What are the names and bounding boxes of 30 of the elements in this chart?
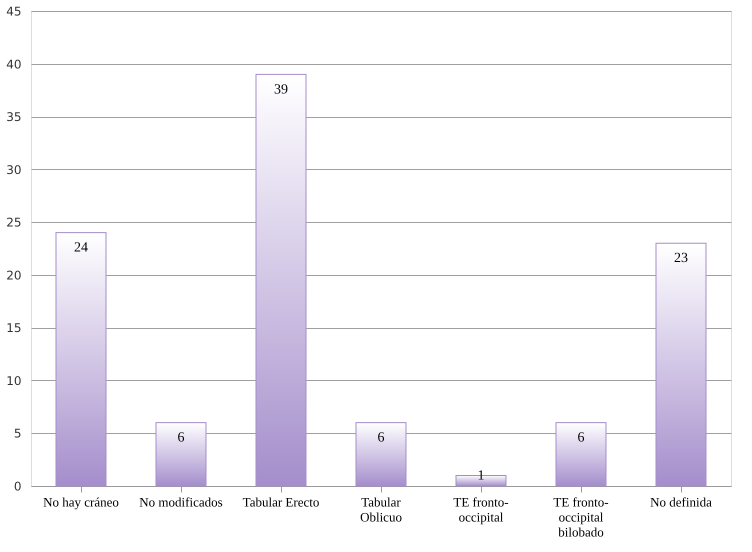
x-tick-label: No hay cráneo	[43, 494, 119, 510]
y-tick-label: 25	[6, 216, 22, 230]
bar	[156, 422, 206, 486]
bar	[356, 422, 406, 486]
data-label: 23	[674, 251, 688, 266]
y-tick-label: 20	[6, 268, 22, 282]
bar	[256, 74, 306, 486]
y-tick-label: 5	[14, 426, 22, 441]
data-label: 6	[578, 430, 584, 446]
x-tick-label: TE fronto- occipital	[453, 494, 509, 524]
bar	[56, 232, 106, 486]
data-label: 24	[74, 240, 88, 256]
x-tick-label: Tabular Erecto	[242, 494, 320, 510]
x-tick-label: Tabular Oblicuo	[360, 494, 402, 524]
y-tick-label: 45	[6, 4, 22, 18]
y-tick-label: 0	[14, 480, 22, 494]
y-tick-label: 15	[6, 321, 22, 336]
x-tick-label: No modificados	[139, 494, 223, 510]
y-tick-label: 35	[6, 110, 22, 124]
bar	[656, 242, 706, 486]
y-tick-label: 10	[6, 374, 22, 388]
x-tick-label: No definida	[650, 494, 712, 510]
bar	[556, 422, 606, 486]
data-label: 6	[378, 430, 384, 446]
y-tick-label: 40	[6, 57, 22, 72]
x-tick-label: TE fronto- occipital bilobado	[553, 494, 609, 540]
data-label: 39	[274, 82, 288, 98]
data-label: 1	[478, 468, 484, 484]
y-tick-label: 30	[6, 162, 22, 177]
data-label: 6	[178, 430, 184, 446]
